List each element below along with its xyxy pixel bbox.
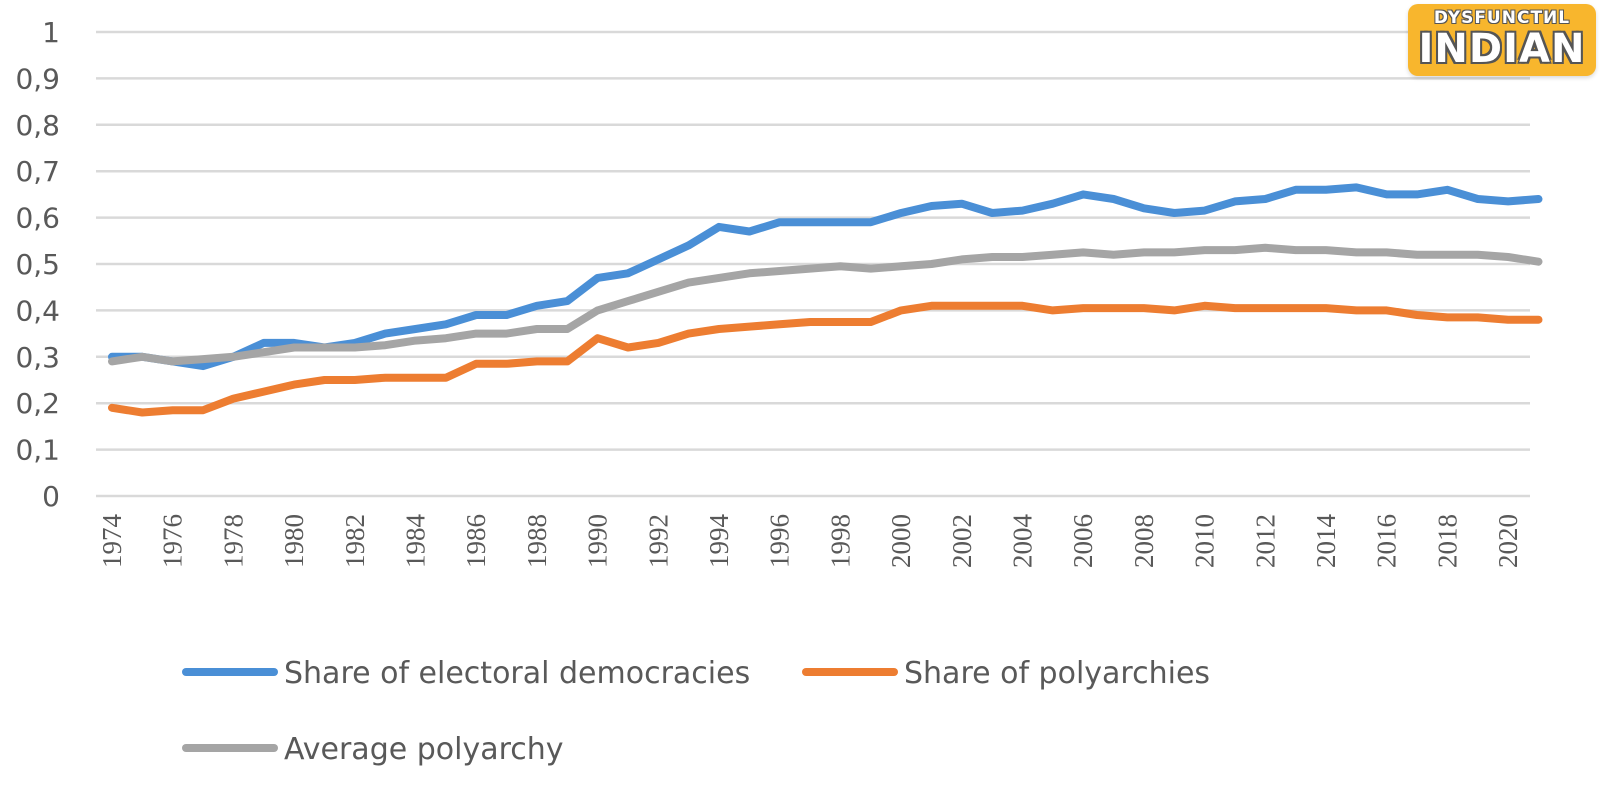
x-tick-label: 1992 [643, 514, 673, 568]
x-tick-label: 2018 [1432, 514, 1462, 568]
y-tick-label: 0,7 [15, 155, 60, 188]
x-tick-label: 1974 [97, 514, 127, 569]
x-tick-label: 1982 [340, 514, 370, 568]
watermark-main-text: INDIAN [1418, 26, 1586, 72]
x-tick-label: 2014 [1311, 514, 1341, 569]
x-tick-label: 1978 [218, 514, 248, 568]
y-tick-label: 0,5 [15, 248, 60, 281]
x-tick-label: 2006 [1068, 514, 1098, 568]
watermark-logo: DYSFUNCTИL INDIAN [1408, 4, 1596, 76]
y-tick-label: 0,1 [15, 434, 60, 467]
series-lines [108, 183, 1543, 417]
x-tick-label: 1996 [765, 514, 795, 568]
y-tick-label: 0 [42, 480, 60, 513]
x-tick-label: 2004 [1008, 514, 1038, 569]
legend-label: Share of electoral democracies [284, 656, 750, 691]
x-tick-label: 2008 [1129, 514, 1159, 568]
y-tick-label: 0,6 [15, 202, 60, 235]
x-tick-label: 1998 [825, 514, 855, 568]
x-tick-label: 1986 [461, 514, 491, 568]
gridlines [96, 30, 1530, 498]
y-tick-label: 0,9 [15, 62, 60, 95]
series-line-share-of-electoral-democracies [108, 183, 1543, 371]
y-tick-label: 0,4 [15, 294, 60, 327]
x-tick-label: 2002 [947, 514, 977, 568]
legend-item-share-of-electoral-democracies: Share of electoral democracies [182, 656, 750, 691]
y-axis-ticks: 0 0,1 0,2 0,3 0,4 0,5 0,6 0,7 0,8 0,9 1 [15, 16, 60, 513]
y-tick-label: 0,2 [15, 387, 60, 420]
watermark-top-text: DYSFUNCTИL [1433, 8, 1571, 28]
legend-label: Average polyarchy [284, 732, 564, 767]
legend-item-share-of-polyarchies: Share of polyarchies [802, 656, 1210, 691]
x-tick-label: 2010 [1190, 514, 1220, 568]
legend-label: Share of polyarchies [904, 656, 1210, 691]
y-tick-label: 1 [42, 16, 60, 49]
x-tick-label: 1976 [158, 514, 188, 568]
x-tick-label: 1988 [522, 514, 552, 568]
x-tick-label: 2012 [1250, 514, 1280, 568]
x-tick-label: 1990 [583, 514, 613, 568]
x-tick-label: 2000 [886, 514, 916, 568]
series-line-share-of-polyarchies [108, 301, 1543, 417]
x-tick-label: 1984 [401, 514, 431, 569]
series-line-average-polyarchy [108, 243, 1543, 366]
y-tick-label: 0,8 [15, 109, 60, 142]
x-tick-label: 2016 [1372, 514, 1402, 568]
x-tick-label: 2020 [1493, 514, 1523, 568]
x-axis-ticks: 1974 1976 1978 1980 1982 1984 1986 1988 1990 1992… [97, 514, 1523, 569]
x-tick-label: 1994 [704, 514, 734, 569]
x-tick-label: 1980 [279, 514, 309, 568]
legend: Share of electoral democracies Share of p… [182, 656, 1210, 767]
y-tick-label: 0,3 [15, 341, 60, 374]
legend-item-average-polyarchy: Average polyarchy [182, 732, 564, 767]
